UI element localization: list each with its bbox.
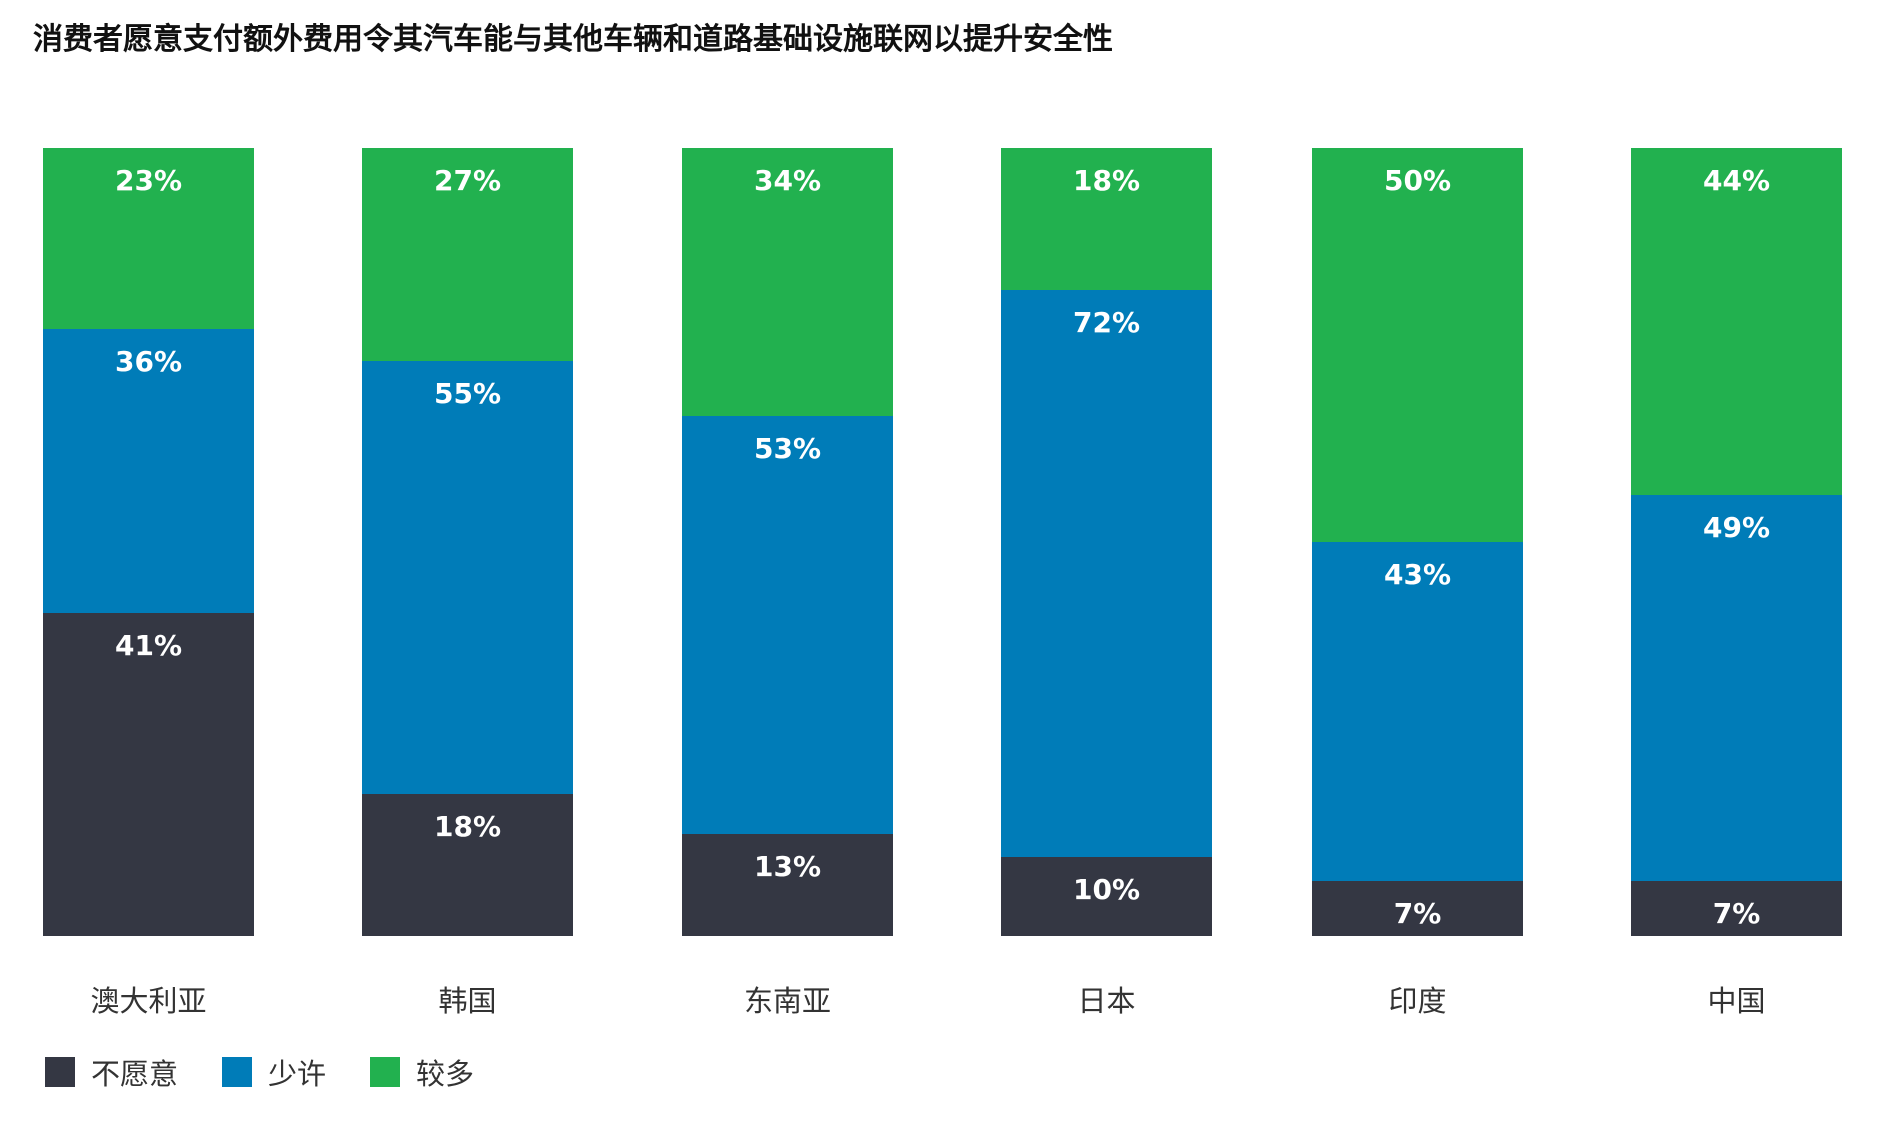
bar-segment-more: 50% bbox=[1312, 148, 1523, 542]
category-label: 日本 bbox=[1077, 984, 1136, 1018]
bar-segment-little: 36% bbox=[43, 329, 254, 613]
legend-swatch bbox=[45, 1057, 75, 1087]
bar-segment-more: 18% bbox=[1001, 148, 1212, 290]
value-label: 44% bbox=[1702, 164, 1771, 197]
value-label: 27% bbox=[433, 164, 502, 197]
bar-4: 50% 43% 7% bbox=[1312, 148, 1523, 936]
chart-legend: 不愿意 少许 较多 bbox=[45, 1051, 518, 1093]
value-label: 41% bbox=[114, 628, 183, 662]
value-label: 7% bbox=[1393, 896, 1442, 930]
bar-segment-unwilling: 41% bbox=[43, 612, 254, 936]
category-label: 印度 bbox=[1388, 984, 1447, 1018]
value-label: 49% bbox=[1702, 510, 1771, 544]
category-label: 中国 bbox=[1707, 984, 1766, 1018]
bar-segment-unwilling: 13% bbox=[682, 833, 893, 936]
legend-label: 不愿意 bbox=[91, 1057, 179, 1091]
legend-item-little: 少许 bbox=[222, 1051, 326, 1093]
bar-segment-little: 53% bbox=[682, 415, 893, 834]
bar-segment-unwilling: 18% bbox=[362, 794, 573, 936]
legend-swatch bbox=[370, 1057, 401, 1087]
legend-item-more: 较多 bbox=[370, 1051, 474, 1093]
legend-label: 少许 bbox=[268, 1057, 327, 1091]
value-label: 23% bbox=[114, 164, 183, 197]
value-label: 18% bbox=[1072, 164, 1141, 197]
bar-1: 27% 55% 18% bbox=[362, 148, 573, 936]
bar-segment-more: 27% bbox=[362, 148, 573, 361]
value-label: 55% bbox=[433, 376, 502, 410]
legend-item-unwilling: 不愿意 bbox=[45, 1051, 178, 1093]
bar-segment-unwilling: 7% bbox=[1312, 880, 1523, 936]
bar-segment-little: 43% bbox=[1312, 542, 1523, 881]
value-label: 53% bbox=[753, 431, 822, 465]
value-label: 72% bbox=[1072, 305, 1141, 339]
value-label: 36% bbox=[114, 345, 183, 379]
bar-3: 18% 72% 10% bbox=[1001, 148, 1212, 936]
legend-swatch bbox=[222, 1057, 253, 1087]
value-label: 10% bbox=[1072, 873, 1141, 907]
bar-segment-more: 23% bbox=[43, 148, 254, 330]
bar-segment-little: 49% bbox=[1631, 494, 1842, 881]
bar-segment-unwilling: 10% bbox=[1001, 857, 1212, 936]
value-label: 50% bbox=[1383, 164, 1452, 197]
bar-segment-unwilling: 7% bbox=[1631, 880, 1842, 936]
legend-label: 较多 bbox=[416, 1057, 475, 1091]
category-label: 澳大利亚 bbox=[90, 984, 207, 1018]
bar-2: 34% 53% 13% bbox=[682, 148, 893, 936]
category-label: 东南亚 bbox=[743, 984, 831, 1018]
value-label: 34% bbox=[753, 164, 822, 197]
category-label: 韩国 bbox=[438, 984, 497, 1018]
value-label: 18% bbox=[433, 810, 502, 844]
bar-segment-more: 34% bbox=[682, 148, 893, 416]
bar-5: 44% 49% 7% bbox=[1631, 148, 1842, 936]
bar-segment-more: 44% bbox=[1631, 148, 1842, 495]
value-label: 7% bbox=[1712, 896, 1761, 930]
bar-0: 23% 36% 41% bbox=[43, 148, 254, 936]
chart-title: 消费者愿意支付额外费用令其汽车能与其他车辆和道路基础设施联网以提升安全性 bbox=[33, 22, 1113, 57]
value-label: 13% bbox=[753, 849, 822, 883]
bar-segment-little: 55% bbox=[362, 360, 573, 795]
bar-segment-little: 72% bbox=[1001, 289, 1212, 858]
value-label: 43% bbox=[1383, 558, 1452, 591]
